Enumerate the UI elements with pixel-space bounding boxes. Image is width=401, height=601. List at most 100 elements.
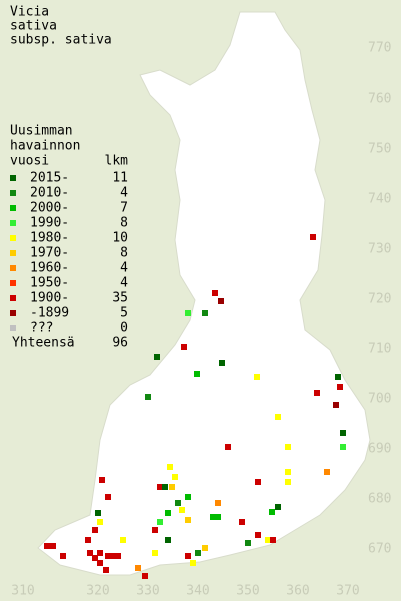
occurrence-dot — [152, 527, 158, 533]
occurrence-dot — [219, 360, 225, 366]
occurrence-dot — [157, 484, 163, 490]
grid-label: 760 — [368, 92, 391, 107]
occurrence-dot — [190, 560, 196, 566]
occurrence-dot — [340, 430, 346, 436]
legend-swatch — [10, 190, 16, 196]
title: subsp. sativa — [10, 33, 112, 48]
title: Vicia — [10, 5, 49, 20]
grid-label: 340 — [186, 584, 209, 599]
legend-label: 2015- — [30, 171, 69, 186]
occurrence-dot — [202, 545, 208, 551]
occurrence-dot — [215, 514, 221, 520]
occurrence-dot — [324, 469, 330, 475]
legend-label: 1900- — [30, 291, 69, 306]
grid-label: 690 — [368, 442, 391, 457]
legend-label: 1990- — [30, 216, 69, 231]
occurrence-dot — [97, 560, 103, 566]
occurrence-dot — [285, 469, 291, 475]
grid-label: 320 — [86, 584, 109, 599]
occurrence-dot — [202, 310, 208, 316]
occurrence-dot — [340, 444, 346, 450]
occurrence-dot — [185, 553, 191, 559]
occurrence-dot — [314, 390, 320, 396]
occurrence-dot — [269, 509, 275, 515]
occurrence-dot — [162, 484, 168, 490]
grid-label: 680 — [368, 492, 391, 507]
grid-label: 720 — [368, 292, 391, 307]
grid-label: 750 — [368, 142, 391, 157]
occurrence-dot — [335, 374, 341, 380]
legend-count: 7 — [120, 201, 128, 216]
occurrence-dot — [254, 374, 260, 380]
grid-label: 730 — [368, 242, 391, 257]
legend-swatch — [10, 205, 16, 211]
occurrence-dot — [225, 444, 231, 450]
legend-swatch — [10, 280, 16, 286]
occurrence-dot — [142, 573, 148, 579]
legend-swatch — [10, 250, 16, 256]
grid-label: 700 — [368, 392, 391, 407]
title: sativa — [10, 19, 57, 34]
grid-label: 330 — [136, 584, 159, 599]
occurrence-dot — [97, 550, 103, 556]
occurrence-dot — [165, 537, 171, 543]
legend-label: 2000- — [30, 201, 69, 216]
legend-count-header: lkm — [105, 154, 129, 169]
legend-count: 4 — [120, 276, 128, 291]
occurrence-dot — [60, 553, 66, 559]
occurrence-dot — [105, 553, 111, 559]
occurrence-dot — [172, 474, 178, 480]
occurrence-dot — [179, 507, 185, 513]
occurrence-dot — [310, 234, 316, 240]
occurrence-dot — [245, 540, 251, 546]
legend-total-label: Yhteensä — [12, 336, 75, 351]
legend-count: 5 — [120, 306, 128, 321]
legend-label: 1960- — [30, 261, 69, 276]
occurrence-dot — [169, 484, 175, 490]
occurrence-dot — [333, 402, 339, 408]
grid-label: 350 — [236, 584, 259, 599]
legend-swatch — [10, 265, 16, 271]
occurrence-dot — [92, 527, 98, 533]
legend-count: 11 — [112, 171, 128, 186]
legend-label: 1950- — [30, 276, 69, 291]
legend-count: 8 — [120, 246, 128, 261]
occurrence-dot — [105, 494, 111, 500]
occurrence-dot — [167, 464, 173, 470]
occurrence-dot — [157, 519, 163, 525]
legend-header: vuosi — [10, 154, 49, 169]
legend-header: Uusimman — [10, 124, 73, 139]
legend-total: 96 — [112, 336, 128, 351]
occurrence-dot — [218, 298, 224, 304]
grid-label: 360 — [286, 584, 309, 599]
legend-count: 10 — [112, 231, 128, 246]
occurrence-dot — [185, 494, 191, 500]
grid-label: 670 — [368, 542, 391, 557]
legend-label: ??? — [30, 321, 53, 336]
occurrence-dot — [215, 500, 221, 506]
finland — [37, 11, 371, 576]
occurrence-dot — [195, 550, 201, 556]
occurrence-dot — [337, 384, 343, 390]
occurrence-dot — [87, 550, 93, 556]
legend-label: 1970- — [30, 246, 69, 261]
occurrence-dot — [85, 537, 91, 543]
legend-count: 0 — [120, 321, 128, 336]
occurrence-dot — [212, 290, 218, 296]
legend-count: 35 — [112, 291, 128, 306]
occurrence-dot — [255, 479, 261, 485]
legend-count: 4 — [120, 261, 128, 276]
occurrence-dot — [285, 444, 291, 450]
legend-swatch — [10, 220, 16, 226]
occurrence-dot — [145, 394, 151, 400]
occurrence-dot — [185, 517, 191, 523]
legend-label: -1899 — [30, 306, 69, 321]
occurrence-dot — [275, 504, 281, 510]
occurrence-dot — [194, 371, 200, 377]
occurrence-dot — [285, 479, 291, 485]
legend-count: 4 — [120, 186, 128, 201]
occurrence-dot — [210, 514, 216, 520]
occurrence-dot — [265, 537, 271, 543]
grid-label: 710 — [368, 342, 391, 357]
